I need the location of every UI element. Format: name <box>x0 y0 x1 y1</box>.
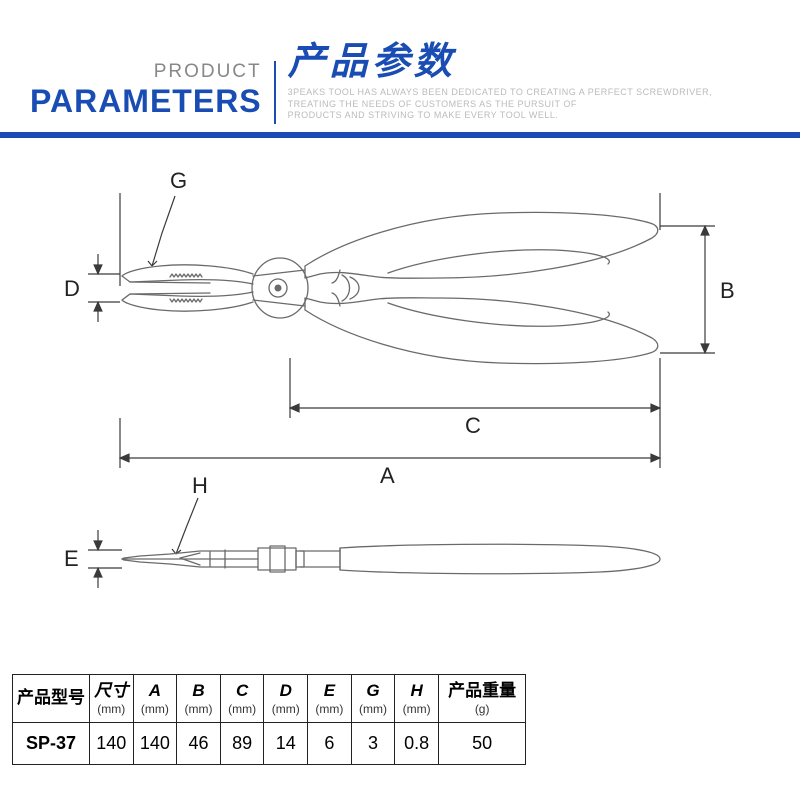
dim-label-h: H <box>192 473 208 498</box>
col-b: B(mm) <box>177 675 221 723</box>
subtitle-line1: 3PEAKS TOOL HAS ALWAYS BEEN DEDICATED TO… <box>288 87 712 99</box>
header-chinese: 产品参数 3PEAKS TOOL HAS ALWAYS BEEN DEDICAT… <box>276 30 712 124</box>
table-header-row: 产品型号 尺寸(mm) A(mm) B(mm) C(mm) D(mm) E(mm… <box>13 675 526 723</box>
col-g: G(mm) <box>351 675 395 723</box>
header-line2: PARAMETERS <box>30 83 262 120</box>
dim-label-g: G <box>170 168 187 193</box>
header-english: PRODUCT PARAMETERS <box>30 61 276 124</box>
header-divider <box>0 132 800 138</box>
cell-size: 140 <box>89 723 133 765</box>
col-h: H(mm) <box>395 675 439 723</box>
cell-c: 89 <box>220 723 264 765</box>
header-subtitle: 3PEAKS TOOL HAS ALWAYS BEEN DEDICATED TO… <box>288 87 712 122</box>
pliers-top-view: B C A D G <box>64 168 735 488</box>
dim-label-a: A <box>380 463 395 488</box>
dim-label-d: D <box>64 276 80 301</box>
cell-h: 0.8 <box>395 723 439 765</box>
technical-diagram: B C A D G <box>0 158 800 628</box>
dim-label-b: B <box>720 278 735 303</box>
spec-table: 产品型号 尺寸(mm) A(mm) B(mm) C(mm) D(mm) E(mm… <box>12 674 526 765</box>
col-size: 尺寸(mm) <box>89 675 133 723</box>
col-d: D(mm) <box>264 675 308 723</box>
pliers-side-view: E H <box>64 473 660 588</box>
subtitle-line3: PRODUCTS AND STRIVING TO MAKE EVERY TOOL… <box>288 110 712 122</box>
dim-label-c: C <box>465 413 481 438</box>
table-row: SP-37 140 140 46 89 14 6 3 0.8 50 <box>13 723 526 765</box>
cell-g: 3 <box>351 723 395 765</box>
col-a: A(mm) <box>133 675 177 723</box>
col-model: 产品型号 <box>13 675 90 723</box>
col-weight: 产品重量(g) <box>438 675 525 723</box>
subtitle-line2: TREATING THE NEEDS OF CUSTOMERS AS THE P… <box>288 99 712 111</box>
header-title-cn: 产品参数 <box>288 30 712 85</box>
cell-d: 14 <box>264 723 308 765</box>
col-e: E(mm) <box>308 675 352 723</box>
header-line1: PRODUCT <box>30 61 262 83</box>
cell-weight: 50 <box>438 723 525 765</box>
col-c: C(mm) <box>220 675 264 723</box>
dim-label-e: E <box>64 546 79 571</box>
cell-model: SP-37 <box>13 723 90 765</box>
cell-e: 6 <box>308 723 352 765</box>
cell-a: 140 <box>133 723 177 765</box>
header: PRODUCT PARAMETERS 产品参数 3PEAKS TOOL HAS … <box>0 0 800 124</box>
cell-b: 46 <box>177 723 221 765</box>
